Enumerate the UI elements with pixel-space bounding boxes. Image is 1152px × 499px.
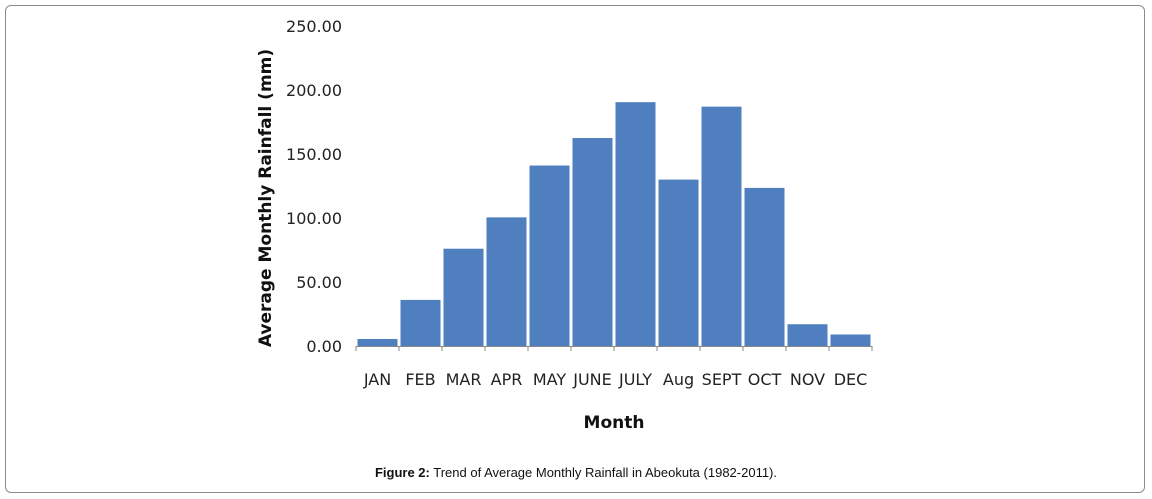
x-axis-title: Month: [584, 413, 645, 433]
y-tick-label: 50.00: [296, 273, 342, 292]
bar-feb: [400, 299, 441, 346]
caption-label: Figure 2:: [374, 465, 430, 480]
y-axis-title: Average Monthly Rainfall (mm): [256, 49, 276, 347]
x-tick-label: FEB: [405, 370, 435, 389]
x-tick-label: JUNE: [572, 370, 612, 389]
y-tick-label: 100.00: [286, 209, 342, 228]
bar-july: [615, 102, 656, 346]
x-tick-label: SEPT: [702, 370, 742, 389]
x-axis-tick-marks: [355, 346, 873, 351]
bar-june: [572, 138, 613, 346]
x-tick-label: DEC: [834, 370, 868, 389]
bar-oct: [744, 187, 785, 346]
x-axis-labels: JAN FEB MAR APR MAY JUNE JULY Aug SEPT OCT NOV DEC: [363, 370, 867, 389]
bar-may: [529, 165, 570, 346]
bar-mar: [443, 248, 484, 346]
x-tick-label: MAY: [533, 370, 567, 389]
y-tick-label: 150.00: [286, 145, 342, 164]
bar-chart: 0.00 50.00 100.00 150.00 200.00 250.00 JAN FEB…: [256, 17, 873, 433]
bar-apr: [486, 217, 527, 346]
x-tick-label: MAR: [446, 370, 482, 389]
bar-aug: [658, 179, 699, 346]
y-tick-label: 200.00: [286, 81, 342, 100]
figure-caption: Figure 2: Trend of Average Monthly Rainf…: [0, 465, 1152, 480]
x-tick-label: APR: [491, 370, 523, 389]
x-tick-label: Aug: [663, 370, 694, 389]
bar-nov: [787, 324, 828, 346]
bar-dec: [830, 334, 871, 346]
x-tick-label: OCT: [748, 370, 782, 389]
x-tick-label: NOV: [790, 370, 825, 389]
y-tick-label: 0.00: [306, 337, 342, 356]
bar-sept: [701, 106, 742, 346]
caption-text: Trend of Average Monthly Rainfall in Abe…: [429, 465, 778, 480]
x-tick-label: JAN: [363, 370, 391, 389]
bar-jan: [357, 338, 398, 346]
x-tick-label: JULY: [618, 370, 652, 389]
bar-series: [357, 102, 871, 346]
y-axis-ticks: 0.00 50.00 100.00 150.00 200.00 250.00: [286, 17, 342, 356]
y-tick-label: 250.00: [286, 17, 342, 36]
